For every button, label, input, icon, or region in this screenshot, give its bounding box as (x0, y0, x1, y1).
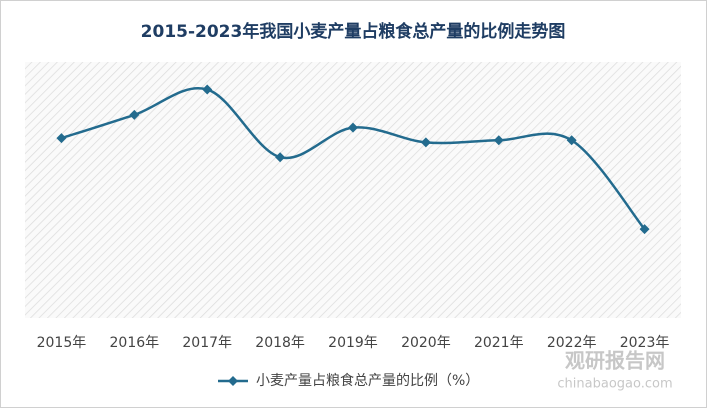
x-tick-label: 2016年 (110, 335, 160, 351)
point (493, 135, 504, 146)
point (639, 224, 650, 235)
point (566, 135, 577, 146)
x-tick-label: 2019年 (328, 335, 378, 351)
plot-area (25, 62, 681, 318)
x-tick-label: 2015年 (37, 335, 87, 351)
point (129, 109, 140, 120)
legend-marker (228, 376, 238, 386)
chart-title: 2015-2023年我国小麦产量占粮食总产量的比例走势图 (141, 21, 566, 42)
point (202, 84, 213, 95)
point (420, 137, 431, 148)
watermark: 观研报告网 chinabaogao.com (557, 349, 672, 392)
legend-label: 小麦产量占粮食总产量的比例（%） (256, 372, 479, 389)
x-tick-label: 2021年 (474, 335, 524, 351)
point (348, 122, 358, 133)
x-tick-label: 2023年 (620, 335, 670, 351)
x-tick-label: 2017年 (182, 335, 232, 351)
watermark-url: chinabaogao.com (557, 377, 672, 392)
x-tick-label: 2022年 (547, 335, 597, 351)
x-tick-label: 2018年 (255, 335, 305, 351)
point (275, 152, 286, 163)
x-tick-label: 2020年 (401, 335, 451, 351)
watermark-name: 观研报告网 (565, 349, 665, 373)
point (56, 133, 67, 144)
